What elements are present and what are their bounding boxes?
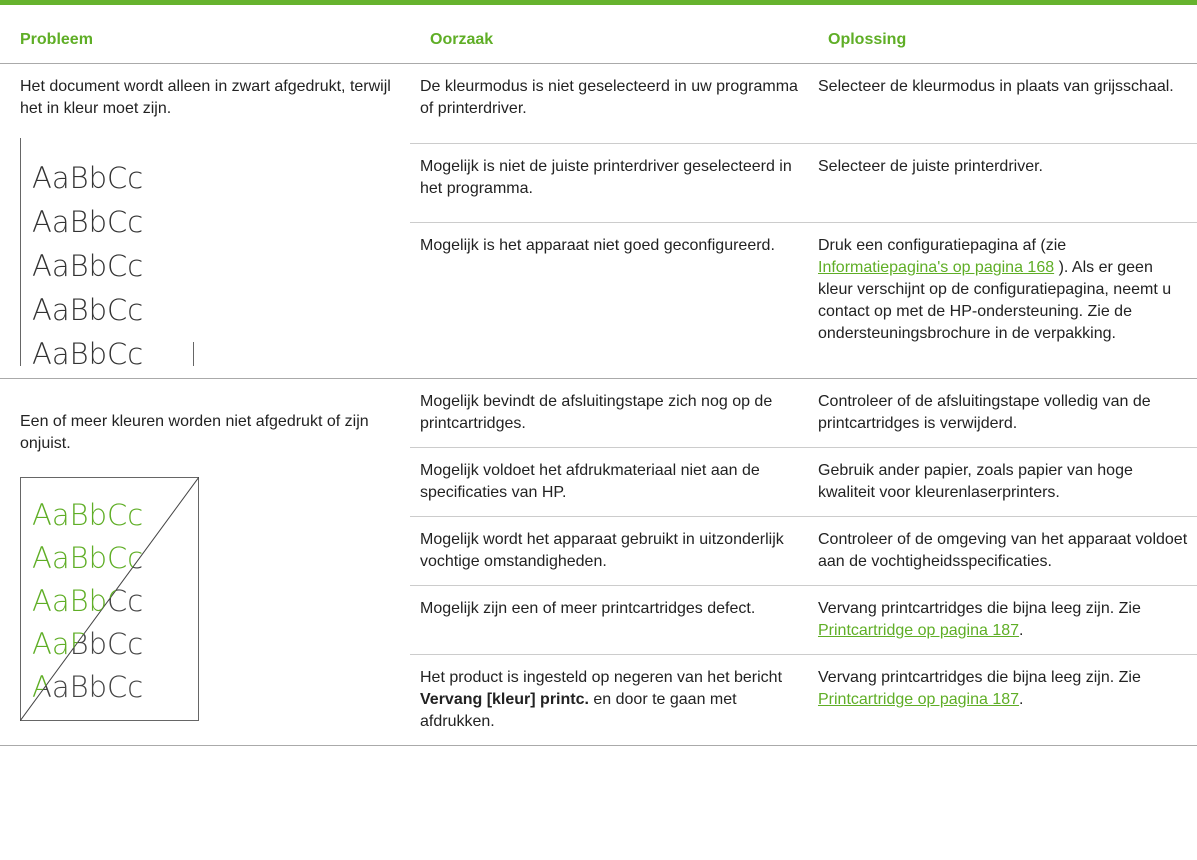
sample-text: AaBbCc: [32, 161, 143, 195]
cause-cell: Mogelijk voldoet het afdrukmateriaal nie…: [410, 447, 808, 517]
problem-text: Een of meer kleuren worden niet afgedruk…: [20, 413, 369, 452]
text: .: [1019, 691, 1024, 708]
text: Controleer of de afsluitingstape volledi…: [818, 393, 1151, 432]
text: Druk een configuratiepagina af (zie: [818, 237, 1067, 255]
troubleshooting-table: Probleem Oorzaak Oplossing Het document wo…: [0, 0, 1197, 746]
text: Mogelijk is niet de juiste printerdriver…: [420, 157, 792, 197]
solution-cell: Vervang printcartridges die bijna leeg z…: [808, 654, 1197, 746]
solution-cell: Controleer of de omgeving van het appara…: [808, 516, 1197, 586]
table-row: Mogelijk wordt het apparaat gebruikt in …: [0, 516, 1197, 586]
text: Selecteer de kleurmodus in plaats van gr…: [818, 78, 1174, 95]
text: en door te gaan met afdrukken.: [420, 691, 737, 730]
solution-cell: Selecteer de kleurmodus in plaats van gr…: [808, 63, 1197, 144]
text: Mogelijk voldoet het afdrukmateriaal nie…: [420, 462, 760, 501]
solution-cell: Druk een configuratiepagina af (zie Info…: [808, 222, 1197, 379]
cause-cell: Het product is ingesteld op negeren van …: [410, 654, 808, 746]
cause-cell: Mogelijk zijn een of meer printcartridge…: [410, 585, 808, 655]
link[interactable]: Informatiepagina's op pagina 168: [818, 259, 1055, 277]
problem-text: Het document wordt alleen in zwart afged…: [20, 78, 391, 117]
table-body: Het document wordt alleen in zwart afged…: [0, 63, 1197, 746]
text: .: [1019, 622, 1024, 639]
solution-cell: Controleer of de afsluitingstape volledi…: [808, 378, 1197, 448]
column-header: Oplossing: [808, 2, 1197, 64]
solution-cell: Vervang printcartridges die bijna leeg z…: [808, 585, 1197, 655]
text: Het product is ingesteld op negeren van …: [420, 669, 783, 686]
table-row: Het document wordt alleen in zwart afged…: [0, 63, 1197, 379]
sample-text: AaBbCc: [32, 337, 143, 366]
text: Selecteer de juiste printerdriver.: [818, 157, 1043, 175]
print-sample: AaBbCcAaBbCcAaBbCcAaBbCcAaBbCcAaBbCcAaBb…: [20, 477, 199, 721]
cause-cell: De kleurmodus is niet geselecteerd in uw…: [410, 63, 808, 144]
cause-cell: Mogelijk is niet de juiste printerdriver…: [410, 143, 808, 224]
sample-text: AaBbCc: [32, 293, 143, 327]
print-sample: AaBbCc AaBbCc AaBbCc AaBbCc AaBbCc: [20, 138, 194, 366]
column-header: Oorzaak: [410, 2, 808, 64]
table-row: Het product is ingesteld op negeren van …: [0, 654, 1197, 746]
text: De kleurmodus is niet geselecteerd in uw…: [420, 78, 798, 117]
text: Vervang printcartridges die bijna leeg z…: [818, 669, 1141, 686]
cause-cell: Mogelijk is het apparaat niet goed gecon…: [410, 222, 808, 379]
cause-cell: Mogelijk wordt het apparaat gebruikt in …: [410, 516, 808, 586]
problem-cell: Een of meer kleuren worden niet afgedruk…: [0, 378, 410, 746]
sample-text: AaBbCc: [32, 205, 143, 239]
problem-cell: Het document wordt alleen in zwart afged…: [0, 63, 410, 379]
link[interactable]: Printcartridge op pagina 187: [818, 691, 1020, 708]
sample-border: [20, 477, 199, 721]
cause-cell: Mogelijk bevindt de afsluitingstape zich…: [410, 378, 808, 448]
diagonal: [20, 477, 199, 721]
text: Vervang printcartridges die bijna leeg z…: [818, 600, 1141, 617]
bold-text: Vervang [kleur] printc.: [420, 691, 589, 708]
text: Mogelijk is het apparaat niet goed gecon…: [420, 237, 775, 255]
text: ). Als er geen kleur verschijnt op de co…: [818, 259, 1172, 343]
solution-cell: Gebruik ander papier, zoals papier van h…: [808, 447, 1197, 517]
text: Mogelijk bevindt de afsluitingstape zich…: [420, 393, 773, 432]
link[interactable]: Printcartridge op pagina 187: [818, 622, 1020, 639]
table-row: Mogelijk is het apparaat niet goed gecon…: [0, 222, 1197, 379]
sample-text: AaBbCc: [32, 498, 143, 532]
table-row: Mogelijk is niet de juiste printerdriver…: [0, 143, 1197, 224]
header-row: Probleem Oorzaak Oplossing: [0, 2, 1197, 64]
text: Controleer of de omgeving van het appara…: [818, 531, 1188, 570]
table-row: Een of meer kleuren worden niet afgedruk…: [0, 378, 1197, 746]
text: Mogelijk wordt het apparaat gebruikt in …: [420, 531, 784, 570]
sample-text: AaBbCc: [32, 541, 143, 575]
sample-text: AaBbCc: [32, 249, 143, 283]
text: Mogelijk zijn een of meer printcartridge…: [420, 600, 756, 617]
text: Gebruik ander papier, zoals papier van h…: [818, 462, 1133, 501]
solution-cell: Selecteer de juiste printerdriver.: [808, 143, 1197, 224]
table-row: Mogelijk voldoet het afdrukmateriaal nie…: [0, 447, 1197, 517]
table-row: Mogelijk zijn een of meer printcartridge…: [0, 585, 1197, 655]
column-header: Probleem: [0, 2, 410, 64]
